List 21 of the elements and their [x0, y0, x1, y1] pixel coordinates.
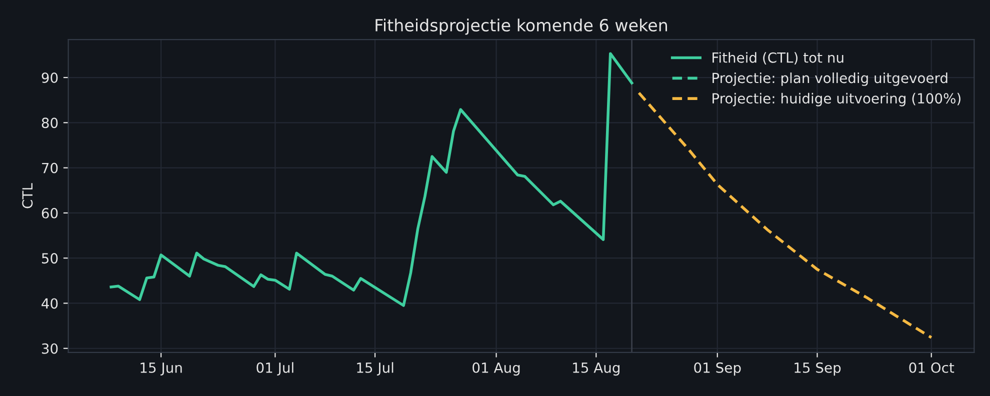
y-tick-label: 80	[42, 118, 58, 128]
legend-label: Projectie: huidige uitvoering (100%)	[712, 92, 960, 106]
y-tick-label: 30	[42, 343, 58, 354]
legend-label: Projectie: plan volledig uitgevoerd	[712, 72, 948, 86]
y-tick-label: 50	[42, 253, 58, 264]
x-tick-label: 15 Jul	[357, 362, 394, 376]
y-tick-label: 40	[42, 298, 58, 309]
x-tick-label: 01 Aug	[472, 362, 520, 376]
x-tick-label: 15 Aug	[573, 362, 620, 376]
y-tick-label: 60	[42, 208, 58, 218]
x-tick-label: 01 Sep	[694, 362, 741, 376]
y-tick-label: 90	[42, 72, 58, 83]
x-tick-label: 01 Oct	[909, 362, 954, 373]
line-series	[110, 52, 634, 307]
chart-title: Fitheidsprojectie komende 6 weken	[376, 18, 667, 35]
y-axis-title: CTL	[22, 183, 33, 208]
x-tick-label: 01 Jul	[256, 362, 294, 376]
y-tick-label: 70	[42, 162, 58, 174]
x-tick-label: 15 Sep	[794, 362, 841, 376]
x-tick-label: 15 Jun	[140, 362, 182, 376]
legend-label: Fitheid (CTL) tot nu	[712, 52, 844, 64]
